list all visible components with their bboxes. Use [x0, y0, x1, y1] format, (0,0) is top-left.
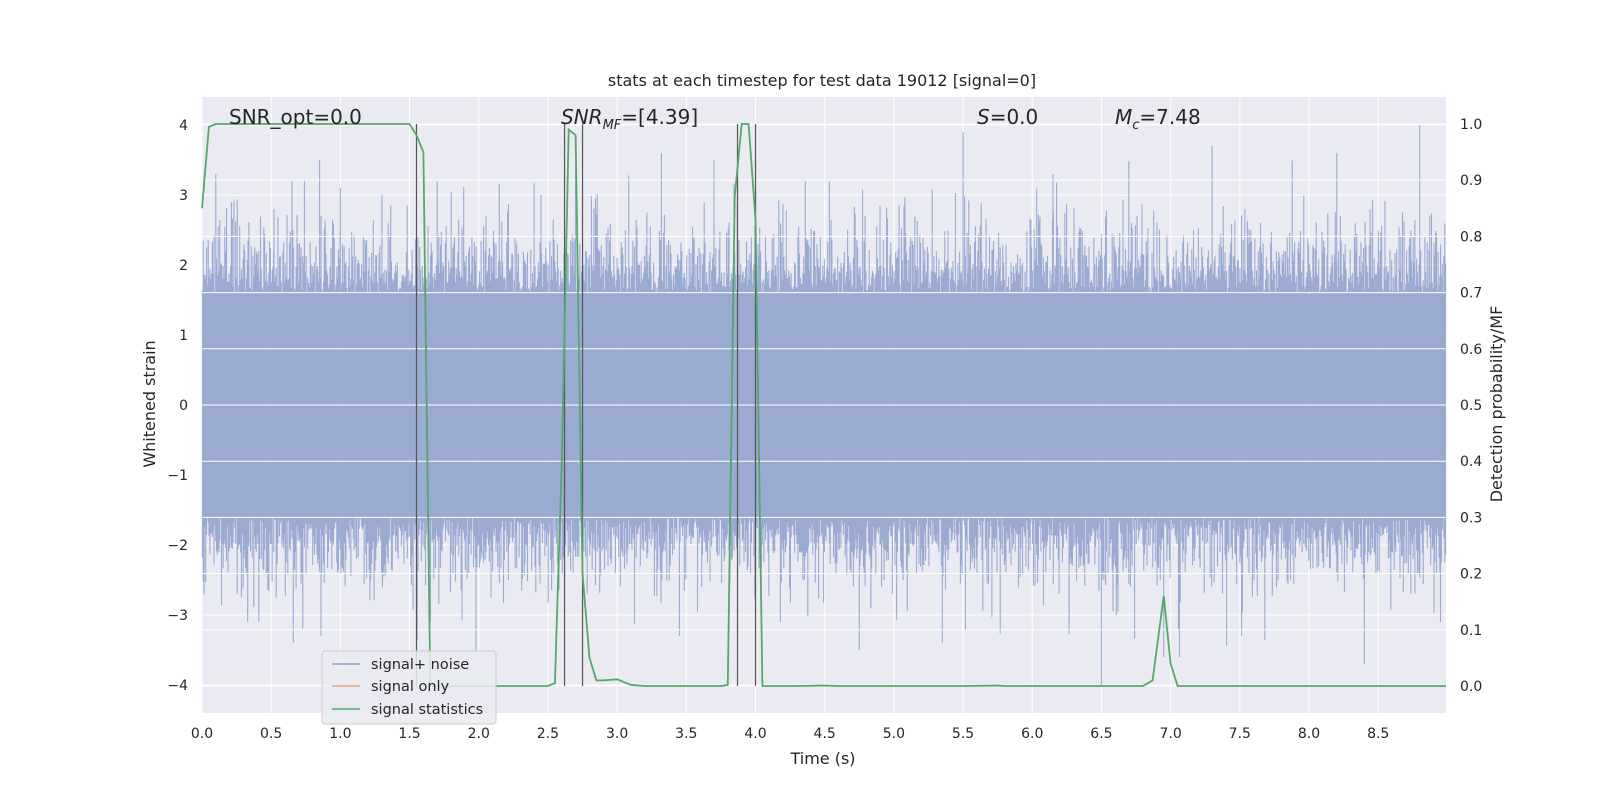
y2-tick-label: 0.4	[1460, 454, 1482, 470]
annotation-snr-mf-main: SNR	[561, 105, 603, 129]
annotation-mc-sub: c	[1132, 118, 1139, 133]
signal-noise-trace	[201, 125, 1447, 685]
y-tick-label: 0	[179, 398, 188, 414]
x-tick-label: 2.5	[537, 726, 559, 742]
x-tick-label: 3.0	[606, 726, 628, 742]
x-tick-label: 1.5	[398, 726, 420, 742]
legend-label-signal-noise: signal+ noise	[371, 657, 469, 673]
x-tick-labels: 0.0 0.5 1.0 1.5 2.0 2.5 3.0 3.5 4.0 4.5 5.0 5.5 6.0 6…	[191, 726, 1389, 742]
y-tick-label: 4	[179, 118, 188, 134]
x-tick-label: 0.5	[260, 726, 282, 742]
series-signal-noise	[201, 125, 1447, 685]
y2-tick-labels: 1.0 0.9 0.8 0.7 0.6 0.5 0.4 0.3 0.2 0.1 0.0	[1460, 117, 1482, 695]
annotation-mc-value: =7.48	[1139, 105, 1200, 129]
x-tick-label: 2.0	[468, 726, 490, 742]
x-tick-label: 6.5	[1090, 726, 1112, 742]
annotation-snr-mf: SNRMF=[4.39]	[561, 105, 698, 133]
x-tick-label: 1.0	[329, 726, 351, 742]
legend-label-signal-only: signal only	[371, 679, 450, 695]
y-tick-label: −4	[167, 678, 188, 694]
annotation-s-value: =0.0	[990, 105, 1039, 129]
x-tick-label: 5.0	[883, 726, 905, 742]
y2-tick-label: 0.1	[1460, 623, 1482, 639]
y2-tick-label: 0.2	[1460, 567, 1482, 583]
y2-tick-label: 0.8	[1460, 229, 1482, 245]
annotation-mc-main: M	[1115, 105, 1132, 129]
plot-area	[201, 97, 1447, 713]
annotation-snr-mf-sub: MF	[603, 118, 622, 133]
annotation-s: S=0.0	[977, 105, 1038, 129]
y2-tick-label: 0.7	[1460, 286, 1482, 302]
y2-tick-label: 0.6	[1460, 342, 1482, 358]
y2-tick-label: 0.3	[1460, 510, 1482, 526]
x-tick-label: 5.5	[952, 726, 974, 742]
annotation-snr-opt: SNR_opt=0.0	[229, 105, 362, 129]
y2-tick-label: 1.0	[1460, 117, 1482, 133]
x-tick-label: 7.5	[1229, 726, 1251, 742]
y-tick-label: 2	[179, 258, 188, 274]
series-signal-statistics	[201, 123, 1446, 687]
legend-label-signal-statistics: signal statistics	[371, 702, 483, 718]
x-tick-label: 7.0	[1159, 726, 1181, 742]
x-tick-label: 8.5	[1367, 726, 1389, 742]
y-tick-labels: 4 3 2 1 0 −1 −2 −3 −4	[167, 118, 188, 694]
legend-box	[321, 650, 497, 725]
signal-statistics-line	[201, 123, 1446, 687]
annotation-s-main: S	[977, 105, 990, 129]
x-tick-label: 4.5	[814, 726, 836, 742]
annotations: SNR_opt=0.0 SNRMF=[4.39] S=0.0 Mc=7.48	[229, 105, 1201, 133]
x-tick-label: 6.0	[1021, 726, 1043, 742]
y2-tick-label: 0.5	[1460, 398, 1482, 414]
legend: signal+ noise signal only signal statist…	[321, 650, 497, 725]
y-tick-label: −1	[167, 468, 188, 484]
y2-tick-label: 0.9	[1460, 173, 1482, 189]
y2-axis-label: Detection probability/MF	[1487, 306, 1506, 503]
y-axis-label: Whitened strain	[140, 340, 159, 467]
y-tick-label: 1	[179, 328, 188, 344]
y2-tick-label: 0.0	[1460, 679, 1482, 695]
x-tick-label: 8.0	[1298, 726, 1320, 742]
y-tick-label: −3	[167, 608, 188, 624]
secondary-grid	[202, 123, 1446, 687]
x-tick-label: 4.0	[744, 726, 766, 742]
annotation-mc: Mc=7.48	[1115, 105, 1201, 133]
y-tick-label: 3	[179, 188, 188, 204]
x-axis-label: Time (s)	[789, 749, 855, 768]
chart-title: stats at each timestep for test data 190…	[608, 71, 1036, 90]
annotation-snr-mf-value: =[4.39]	[621, 105, 698, 129]
x-tick-label: 3.5	[675, 726, 697, 742]
y-tick-label: −2	[167, 538, 188, 554]
x-tick-label: 0.0	[191, 726, 213, 742]
